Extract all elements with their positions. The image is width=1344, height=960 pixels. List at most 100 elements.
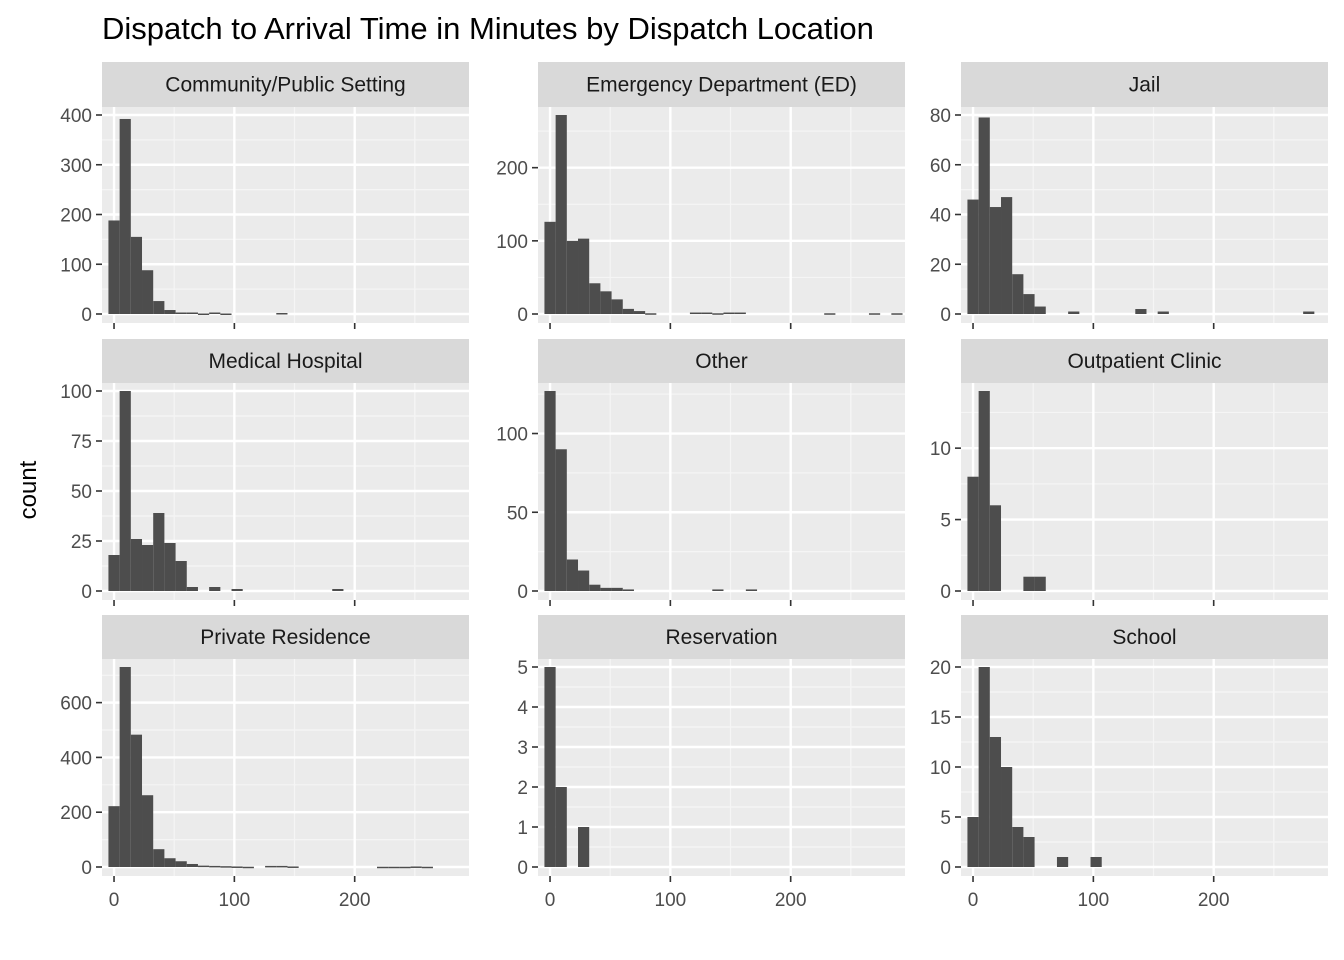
y-tick-label: 200 xyxy=(60,803,92,824)
histogram-bar xyxy=(1023,837,1035,867)
x-tick-label: 100 xyxy=(655,890,687,911)
histogram-bar xyxy=(119,118,131,314)
histogram-bar xyxy=(242,866,254,869)
y-tick-label: 5 xyxy=(940,511,951,532)
histogram-bar xyxy=(276,313,288,315)
facet-strip-label: Emergency Department (ED) xyxy=(586,74,857,97)
y-tick-label: 40 xyxy=(930,206,951,227)
y-tick-label: 0 xyxy=(81,858,92,879)
histogram-bar xyxy=(186,863,198,867)
y-tick-label: 200 xyxy=(60,206,92,227)
histogram-bar xyxy=(142,545,154,591)
histogram-bar xyxy=(566,559,579,591)
y-tick-label: 50 xyxy=(71,482,92,503)
histogram-bar xyxy=(967,476,979,591)
histogram-bar xyxy=(1135,309,1147,314)
histogram-bar xyxy=(164,858,176,867)
histogram-bar xyxy=(231,589,243,591)
histogram-bar xyxy=(377,866,389,869)
y-tick-label: 0 xyxy=(517,305,528,326)
x-tick-label: 100 xyxy=(219,890,251,911)
histogram-bar xyxy=(209,587,221,591)
histogram-bar xyxy=(967,817,979,867)
histogram-bar xyxy=(1157,311,1169,314)
histogram-bar xyxy=(578,570,590,591)
y-tick-label: 75 xyxy=(71,432,92,453)
histogram-bar xyxy=(1012,827,1024,867)
histogram-bar xyxy=(723,312,735,315)
histogram-bar xyxy=(589,584,601,591)
histogram-bar xyxy=(164,310,176,314)
y-tick-label: 50 xyxy=(507,503,528,524)
histogram-bar xyxy=(978,667,990,867)
y-tick-label: 300 xyxy=(60,156,92,177)
y-tick-label: 2 xyxy=(517,778,528,799)
y-tick-label: 10 xyxy=(930,439,951,460)
y-tick-label: 0 xyxy=(517,858,528,879)
y-tick-label: 400 xyxy=(60,106,92,127)
histogram-bar xyxy=(153,301,165,314)
histogram-bar xyxy=(108,555,120,591)
histogram-bar xyxy=(130,236,143,314)
y-tick-label: 0 xyxy=(81,582,92,603)
histogram-bar xyxy=(220,313,232,316)
y-tick-label: 25 xyxy=(71,532,92,553)
histogram-bar xyxy=(566,240,579,314)
histogram-bar xyxy=(142,270,154,314)
x-tick-label: 200 xyxy=(339,890,371,911)
histogram-bar xyxy=(600,291,612,314)
histogram-bar xyxy=(712,589,724,591)
y-tick-label: 100 xyxy=(496,425,528,446)
facet-strip xyxy=(538,615,905,659)
histogram-bar xyxy=(231,866,243,868)
panel-community-public-setting: Community/Public Setting 0 100 200 300 400 xyxy=(60,62,469,329)
histogram-bar xyxy=(119,667,131,867)
facet-strip-label: School xyxy=(1112,626,1176,649)
facet-strip xyxy=(538,62,905,107)
histogram-bar xyxy=(1034,576,1046,591)
histogram-bar xyxy=(399,866,411,869)
histogram-bar xyxy=(824,313,836,315)
y-tick-label: 20 xyxy=(930,658,951,679)
histogram-bar xyxy=(989,505,1002,591)
panel-medical-hospital: Medical Hospital 0 25 50 75 100 xyxy=(60,339,469,606)
histogram-bar xyxy=(734,312,746,315)
histogram-bar xyxy=(108,220,120,314)
histogram-bar xyxy=(589,283,601,314)
y-tick-label: 100 xyxy=(496,232,528,253)
histogram-bar xyxy=(276,865,288,868)
facet-strip-label: Reservation xyxy=(665,626,777,649)
y-tick-label: 5 xyxy=(940,808,951,829)
histogram-bar xyxy=(1303,311,1315,314)
histogram-bar xyxy=(989,737,1002,867)
histogram-bar xyxy=(745,589,758,591)
x-tick-label: 200 xyxy=(775,890,807,911)
y-tick-label: 0 xyxy=(940,582,951,603)
x-tick-label: 100 xyxy=(1078,890,1110,911)
histogram-bar xyxy=(701,312,713,315)
histogram-bar xyxy=(130,539,143,591)
histogram-bar xyxy=(410,866,422,868)
y-tick-label: 5 xyxy=(517,658,528,679)
y-tick-label: 10 xyxy=(930,758,951,779)
histogram-bar xyxy=(1012,274,1024,314)
panel-private-residence: Private Residence 0 200 400 600 0 100 200 xyxy=(60,615,469,911)
histogram-bar xyxy=(1068,311,1080,314)
histogram-bar xyxy=(197,865,210,868)
facet-panels: Community/Public Setting0100200300400Eme… xyxy=(60,62,1328,911)
facet-strip xyxy=(102,62,469,107)
y-tick-label: 0 xyxy=(940,305,951,326)
histogram-bar xyxy=(1034,306,1046,314)
y-tick-label: 600 xyxy=(60,694,92,715)
histogram-bar xyxy=(1090,857,1102,867)
y-tick-label: 60 xyxy=(930,156,951,177)
y-tick-label: 3 xyxy=(517,738,528,759)
histogram-bar xyxy=(1023,294,1035,314)
histogram-bar xyxy=(600,587,612,591)
facet-strip xyxy=(961,339,1328,383)
histogram-bar xyxy=(175,312,187,315)
histogram-bar xyxy=(633,311,646,314)
histogram-bar xyxy=(1001,767,1013,867)
y-tick-label: 0 xyxy=(81,305,92,326)
x-tick-label: 0 xyxy=(968,890,979,911)
